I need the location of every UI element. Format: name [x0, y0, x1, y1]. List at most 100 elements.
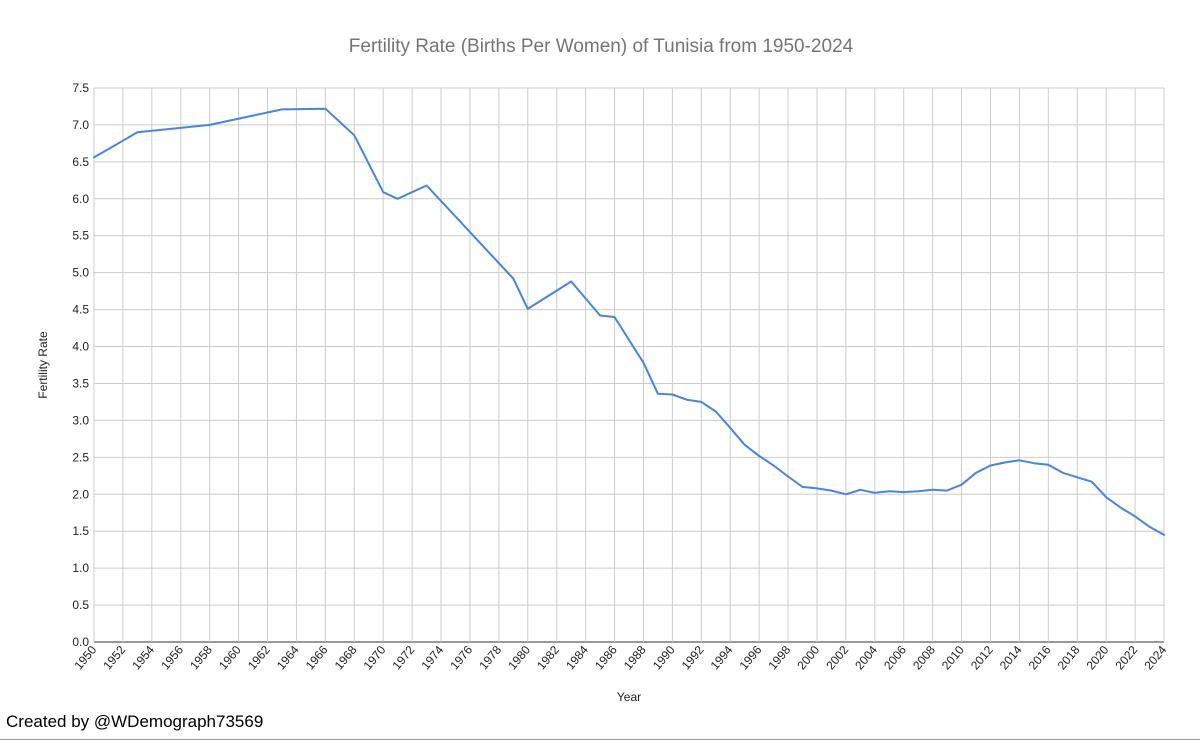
x-tick-label: 1968: [332, 643, 360, 673]
x-tick-label: 1958: [187, 643, 215, 673]
data-point: [1018, 459, 1020, 461]
data-point: [975, 472, 977, 474]
x-axis-ticks: 1950 1952 1954 1956 1958 1960 1962 1964 1966 1968…: [71, 643, 1169, 673]
data-point: [599, 315, 601, 317]
creator-credit: Created by @WDemograph73569: [6, 712, 264, 731]
x-tick-label: 1978: [476, 643, 504, 673]
y-tick-label: 5.5: [72, 229, 89, 243]
x-tick-label: 1986: [592, 643, 620, 673]
data-point: [657, 393, 659, 395]
data-point: [845, 493, 847, 495]
data-point: [888, 490, 890, 492]
x-tick-label: 2006: [881, 643, 909, 673]
data-point: [1120, 507, 1122, 509]
x-tick-label: 2010: [939, 643, 967, 673]
data-point: [1033, 462, 1035, 464]
x-tick-label: 2008: [910, 643, 938, 673]
data-point: [1091, 481, 1093, 483]
data-point: [614, 316, 616, 318]
data-point: [715, 411, 717, 413]
y-tick-label: 1.5: [72, 524, 89, 538]
data-point: [989, 464, 991, 466]
data-point: [874, 492, 876, 494]
y-tick-label: 0.5: [72, 598, 89, 612]
data-point: [700, 401, 702, 403]
data-point: [136, 131, 138, 133]
x-tick-label: 1992: [679, 643, 707, 673]
data-point: [426, 185, 428, 187]
data-point: [917, 490, 919, 492]
data-point: [787, 476, 789, 478]
x-axis-label: Year: [617, 690, 641, 704]
data-point: [671, 394, 673, 396]
y-tick-label: 6.5: [72, 155, 89, 169]
data-point: [686, 399, 688, 401]
y-tick-label: 6.0: [72, 192, 89, 206]
data-point: [527, 308, 529, 310]
data-point: [397, 198, 399, 200]
data-point: [1062, 472, 1064, 474]
data-point: [773, 464, 775, 466]
x-tick-label: 2004: [852, 643, 880, 673]
y-tick-label: 2.0: [72, 487, 89, 501]
x-tick-label: 1952: [100, 643, 128, 673]
y-tick-label: 3.5: [72, 376, 89, 390]
data-point: [93, 156, 95, 158]
data-point: [382, 191, 384, 193]
y-axis-label: Fertility Rate: [36, 331, 50, 399]
y-tick-label: 7.0: [72, 118, 89, 132]
y-tick-label: 0.0: [72, 635, 89, 649]
data-point: [1163, 534, 1165, 536]
x-tick-label: 1980: [505, 643, 533, 673]
x-tick-label: 1960: [216, 643, 244, 673]
bottom-divider: [0, 739, 1200, 740]
x-tick-label: 1956: [158, 643, 186, 673]
x-tick-label: 1962: [245, 643, 273, 673]
data-point: [1076, 476, 1078, 478]
x-tick-label: 2014: [997, 643, 1025, 673]
x-tick-label: 2012: [968, 643, 996, 673]
x-tick-label: 2018: [1055, 643, 1083, 673]
data-point: [744, 444, 746, 446]
x-tick-label: 1988: [621, 643, 649, 673]
x-tick-label: 1990: [650, 643, 678, 673]
fertility-rate-line: [93, 107, 1165, 536]
y-tick-label: 3.0: [72, 413, 89, 427]
data-point: [946, 490, 948, 492]
x-tick-label: 2020: [1084, 643, 1112, 673]
data-point: [961, 484, 963, 486]
x-tick-label: 1972: [390, 643, 418, 673]
data-point: [859, 489, 861, 491]
data-point: [353, 134, 355, 136]
x-tick-label: 2016: [1026, 643, 1054, 673]
x-tick-label: 2002: [823, 643, 851, 673]
series-group: [93, 107, 1165, 536]
data-point: [281, 108, 283, 110]
data-point: [1004, 462, 1006, 464]
data-point: [1134, 515, 1136, 517]
data-point: [209, 124, 211, 126]
y-tick-label: 7.5: [72, 81, 89, 95]
data-point: [932, 489, 934, 491]
data-point: [802, 486, 804, 488]
x-tick-label: 1964: [274, 643, 302, 673]
x-tick-label: 1998: [765, 643, 793, 673]
x-tick-label: 1996: [737, 643, 765, 673]
x-tick-label: 2000: [794, 643, 822, 673]
data-point: [903, 491, 905, 493]
x-tick-label: 1976: [447, 643, 475, 673]
x-tick-label: 1974: [418, 643, 446, 673]
x-tick-label: 1984: [563, 643, 591, 673]
x-tick-label: 1966: [303, 643, 331, 673]
y-tick-label: 5.0: [72, 266, 89, 280]
data-point: [512, 278, 514, 280]
gridlines: [93, 87, 1165, 643]
data-point: [1047, 464, 1049, 466]
data-point: [642, 362, 644, 364]
data-point: [324, 108, 326, 110]
x-tick-label: 2024: [1141, 643, 1169, 673]
x-tick-label: 1994: [708, 643, 736, 673]
data-point: [758, 455, 760, 457]
y-tick-label: 4.5: [72, 303, 89, 317]
